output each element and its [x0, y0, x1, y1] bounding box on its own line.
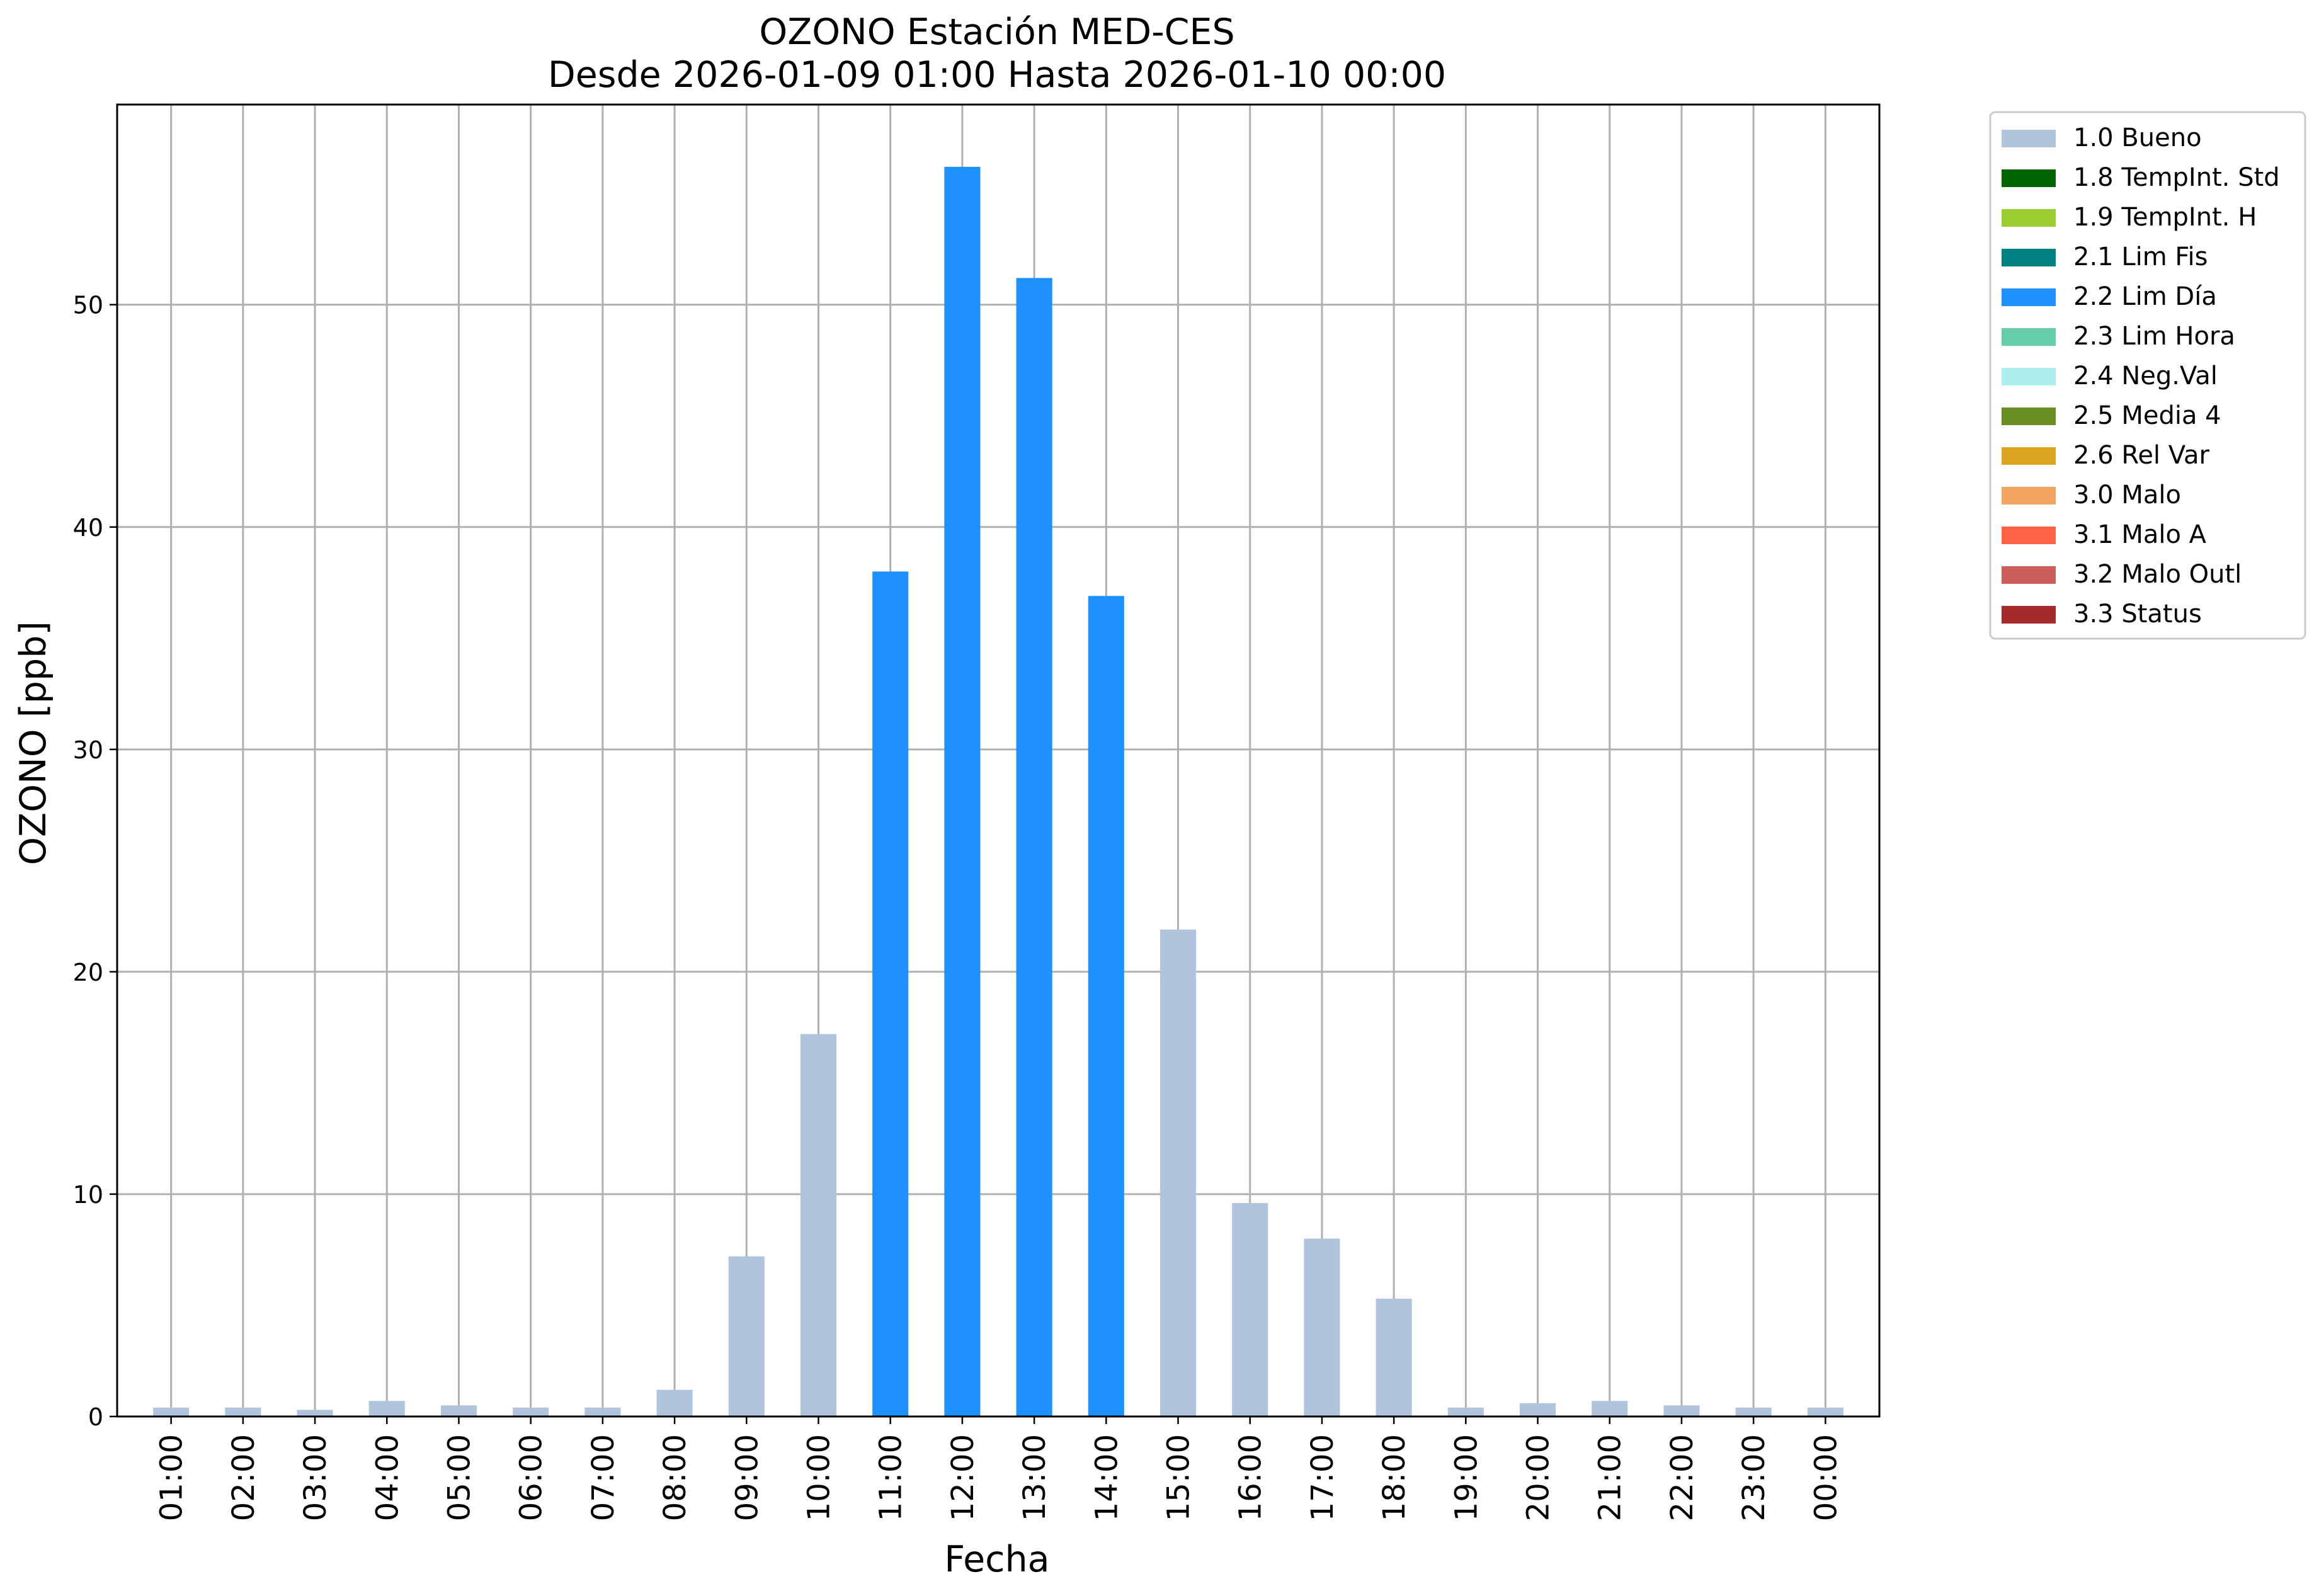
- y-axis-ticks: 0 10 20 30 40 50: [73, 292, 117, 1431]
- legend-frame: [1989, 111, 2306, 640]
- legend: 1.0 Bueno 1.8 TempInt. Std 1.9 TempInt. H 2…: [1989, 111, 2306, 640]
- legend-label: 2.5 Media 4: [2073, 401, 2221, 430]
- x-tick-label: 12:00: [945, 1434, 981, 1521]
- bar-07:00: [584, 1407, 621, 1416]
- x-tick-label: 22:00: [1665, 1434, 1700, 1521]
- x-axis-label: Fecha: [944, 1539, 1049, 1580]
- legend-label: 2.4 Neg.Val: [2073, 362, 2218, 390]
- bar-20:00: [1519, 1403, 1556, 1416]
- legend-swatch: [2002, 368, 2056, 385]
- x-tick-label: 00:00: [1808, 1434, 1843, 1521]
- y-tick-label: 20: [73, 959, 103, 986]
- y-tick-label: 0: [88, 1403, 103, 1431]
- x-tick-label: 11:00: [874, 1434, 909, 1521]
- legend-label: 1.8 TempInt. Std: [2073, 163, 2280, 192]
- bar-17:00: [1304, 1238, 1340, 1416]
- x-tick-label: 21:00: [1593, 1434, 1628, 1521]
- bar-12:00: [944, 166, 981, 1416]
- x-tick-label: 16:00: [1233, 1434, 1268, 1521]
- y-tick-label: 40: [73, 514, 103, 542]
- legend-swatch: [2002, 447, 2056, 465]
- legend-swatch: [2002, 249, 2056, 266]
- legend-swatch: [2002, 606, 2056, 624]
- x-tick-label: 02:00: [226, 1434, 261, 1521]
- bar-21:00: [1592, 1401, 1628, 1416]
- x-tick-label: 09:00: [729, 1434, 765, 1521]
- bar-13:00: [1016, 278, 1052, 1417]
- bar-01:00: [153, 1407, 190, 1416]
- x-tick-label: 15:00: [1161, 1434, 1197, 1521]
- legend-swatch: [2002, 487, 2056, 504]
- x-tick-label: 14:00: [1089, 1434, 1124, 1521]
- legend-label: 2.1 Lim Fis: [2073, 242, 2208, 271]
- chart-subtitle: Desde 2026-01-09 01:00 Hasta 2026-01-10 …: [548, 54, 1446, 96]
- legend-label: 2.6 Rel Var: [2073, 441, 2210, 470]
- bar-03:00: [297, 1410, 333, 1416]
- legend-label: 3.0 Malo: [2073, 481, 2181, 510]
- x-tick-label: 08:00: [658, 1434, 693, 1521]
- x-tick-label: 23:00: [1736, 1434, 1772, 1521]
- bar-16:00: [1232, 1203, 1268, 1416]
- x-tick-label: 19:00: [1449, 1434, 1484, 1521]
- chart-title: OZONO Estación MED-CES: [759, 11, 1234, 53]
- x-tick-label: 01:00: [154, 1434, 190, 1521]
- x-tick-label: 20:00: [1521, 1434, 1556, 1521]
- bar-15:00: [1160, 929, 1197, 1416]
- bar-10:00: [800, 1034, 837, 1416]
- bar-00:00: [1807, 1407, 1843, 1416]
- bar-18:00: [1376, 1298, 1412, 1416]
- legend-swatch: [2002, 527, 2056, 544]
- legend-label: 3.1 Malo A: [2073, 520, 2207, 549]
- y-tick-label: 10: [73, 1181, 103, 1209]
- legend-swatch: [2002, 288, 2056, 306]
- legend-swatch: [2002, 566, 2056, 584]
- legend-label: 2.2 Lim Día: [2073, 282, 2217, 311]
- legend-label: 3.3 Status: [2073, 600, 2202, 629]
- y-axis-label: OZONO [ppb]: [13, 621, 54, 865]
- bar-04:00: [368, 1401, 405, 1416]
- bar-11:00: [872, 571, 909, 1417]
- bar-09:00: [728, 1256, 765, 1416]
- axes: [116, 103, 1881, 1418]
- x-axis-ticks: 01:00 02:00 03:00 04:00 05:00 06:00 07:00 08:00…: [154, 1416, 1843, 1521]
- legend-swatch: [2002, 209, 2056, 227]
- y-tick-label: 30: [73, 736, 103, 764]
- bar-05:00: [440, 1405, 477, 1416]
- legend-swatch: [2002, 408, 2056, 425]
- x-tick-label: 05:00: [442, 1434, 477, 1521]
- legend-swatch: [2002, 130, 2056, 147]
- x-tick-label: 18:00: [1377, 1434, 1412, 1521]
- x-tick-label: 06:00: [514, 1434, 549, 1521]
- x-tick-label: 07:00: [586, 1434, 621, 1521]
- x-tick-label: 03:00: [298, 1434, 333, 1521]
- legend-swatch: [2002, 328, 2056, 346]
- y-tick-label: 50: [73, 292, 103, 319]
- bar-19:00: [1447, 1407, 1484, 1416]
- legend-label: 2.3 Lim Hora: [2073, 322, 2235, 351]
- x-tick-label: 10:00: [801, 1434, 836, 1521]
- legend-label: 1.9 TempInt. H: [2073, 203, 2257, 232]
- legend-label: 1.0 Bueno: [2073, 123, 2202, 152]
- bar-22:00: [1663, 1405, 1700, 1416]
- plot-frame: [116, 103, 1881, 1418]
- bar-23:00: [1735, 1407, 1772, 1416]
- x-tick-label: 13:00: [1017, 1434, 1052, 1521]
- legend-label: 3.2 Malo Outl: [2073, 560, 2242, 589]
- bar-08:00: [656, 1389, 693, 1416]
- bars: [153, 166, 1843, 1417]
- legend-swatch: [2002, 169, 2056, 187]
- bar-02:00: [225, 1407, 261, 1416]
- x-tick-label: 04:00: [370, 1434, 405, 1521]
- x-tick-label: 17:00: [1305, 1434, 1340, 1521]
- bar-06:00: [513, 1407, 549, 1416]
- bar-14:00: [1088, 596, 1124, 1416]
